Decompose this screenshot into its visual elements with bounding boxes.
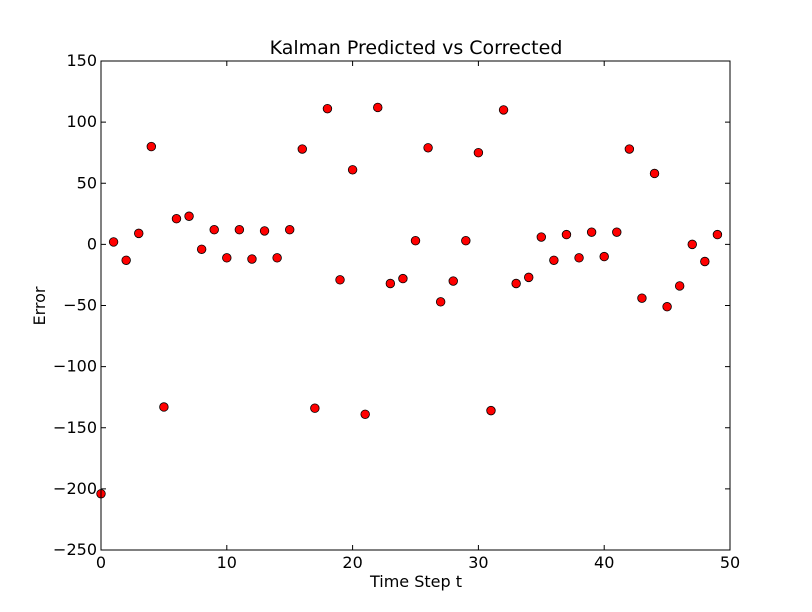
data-point [310,403,320,413]
data-point [700,256,710,267]
x-tick-label: 0 [96,553,106,572]
data-point [184,211,194,221]
data-point [473,147,484,158]
x-tick-label: 10 [217,553,237,572]
y-tick-label: −100 [53,357,97,376]
axis-tick-labels: 0 10 20 30 40 50 −250 −200 −150 −100 −50 0 50 100 150 [53,51,740,572]
data-point [461,236,471,246]
data-point [649,168,660,179]
x-tick-label: 30 [468,553,488,572]
data-point [222,253,232,263]
data-point [536,232,547,242]
data-point [712,229,723,240]
data-point [247,254,257,264]
data-point [108,237,119,247]
data-point [561,229,572,240]
data-point [662,302,672,312]
y-tick-label: 150 [66,51,97,70]
data-point [322,103,333,114]
data-point [549,255,559,265]
data-point [612,227,622,237]
data-point [586,227,597,237]
x-tick-label: 20 [342,553,362,572]
data-point [435,297,446,307]
data-point [234,225,245,235]
data-point [347,165,358,175]
data-point [272,253,282,263]
data-point [285,225,295,235]
data-point [196,244,207,254]
data-point [360,409,370,420]
data-point [486,405,496,416]
y-tick-label: 50 [77,173,97,192]
data-point [511,278,521,289]
y-axis-label: Error [30,286,49,325]
x-tick-label: 50 [720,553,740,572]
data-point [335,275,345,285]
data-point [674,281,685,291]
data-point [134,228,144,239]
data-point [259,226,270,236]
data-point [171,214,182,224]
data-point [398,273,408,284]
data-point [146,141,157,152]
data-point [373,102,383,113]
data-point [524,272,534,283]
data-point [423,143,433,153]
data-point [599,251,609,262]
data-point [637,293,647,303]
data-point [410,236,421,246]
plot-area [101,61,730,550]
x-tick-label: 40 [594,553,614,572]
data-point [297,144,307,154]
data-point [498,105,509,115]
data-point [624,144,635,154]
data-point [448,276,458,286]
y-tick-label: 0 [87,234,97,253]
data-point [209,225,219,235]
y-tick-label: −250 [53,540,97,559]
data-point [574,253,584,263]
x-axis-label: Time Step t [369,572,462,591]
chart-title: Kalman Predicted vs Corrected [270,37,563,59]
data-point [159,402,169,412]
y-tick-label: 100 [66,112,97,131]
data-point [385,278,396,289]
axis-ticks [100,60,731,551]
y-tick-label: −50 [63,296,97,315]
data-point [687,239,697,250]
y-tick-label: −150 [53,418,97,437]
y-tick-label: −200 [53,479,97,498]
data-point [121,255,131,265]
data-points [96,102,723,499]
